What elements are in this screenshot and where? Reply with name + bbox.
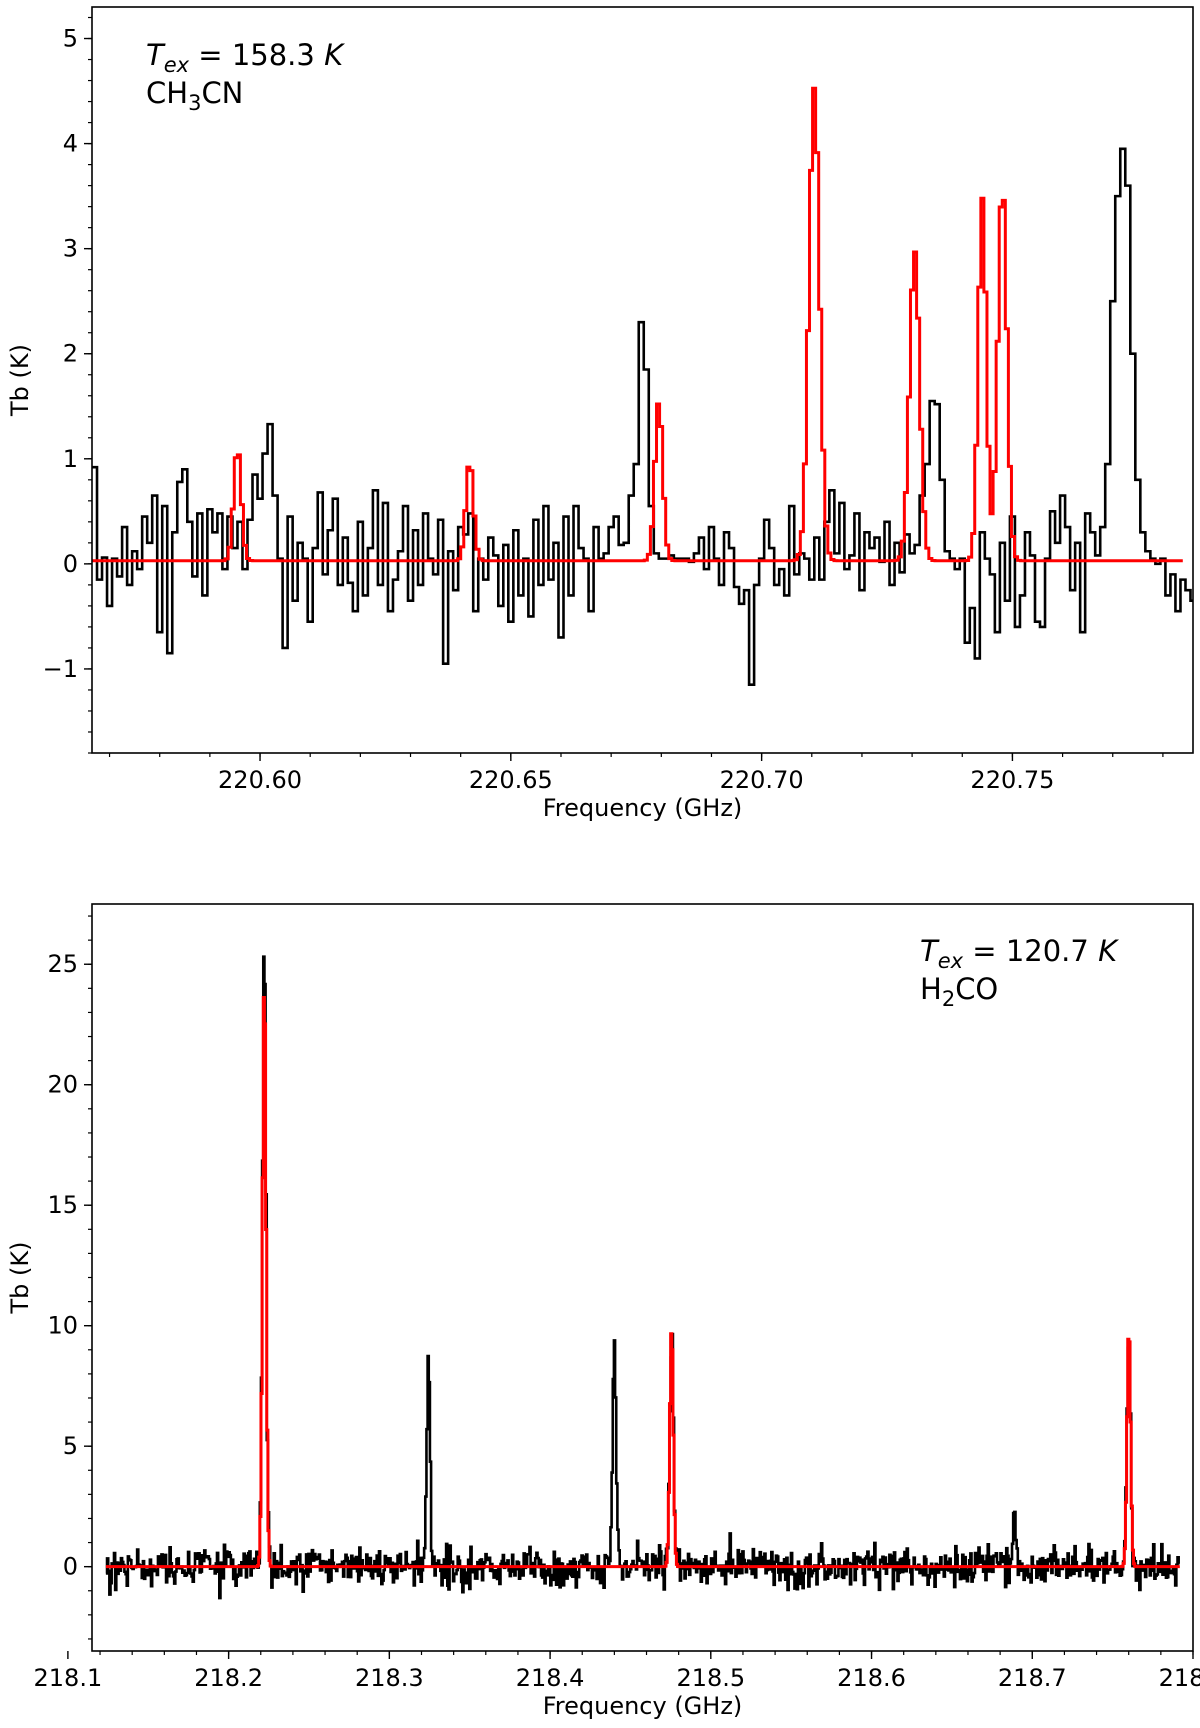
y-tick-label: 15 (47, 1191, 78, 1219)
x-tick-label: 220.60 (218, 766, 302, 794)
plot-frame (91, 6, 1194, 754)
chart-panel-bottom: 218.1 218.2 218.3 218.4 218.5 218.6 218.7 218.8… (6, 903, 1200, 1720)
observed-spectrum-line-top (92, 147, 1193, 686)
plot-frame (91, 903, 1194, 1652)
y-tick-label: 25 (47, 950, 78, 978)
x-tick-label: 218.6 (837, 1664, 906, 1692)
y-tick-label: 1 (63, 445, 78, 473)
x-tick-label: 218.2 (194, 1664, 263, 1692)
x-axis-label: Frequency (GHz) (543, 1692, 743, 1720)
x-tick-label: 218.4 (516, 1664, 585, 1692)
model-fit-line-top (92, 86, 1183, 563)
x-tick-label: 218.8 (1159, 1664, 1200, 1692)
excitation-temperature-label: Tex = 158.3 K (146, 38, 345, 77)
y-tick-label: −1 (43, 655, 78, 683)
y-tick-label: 0 (63, 550, 78, 578)
x-tick-label: 218.3 (355, 1664, 424, 1692)
y-axis-label: Tb (K) (6, 1242, 34, 1315)
molecule-label: CH3CN (146, 76, 243, 115)
y-tick-label: 2 (63, 340, 78, 368)
y-tick-label: 5 (63, 1432, 78, 1460)
chart-panel-top: 220.60 220.65 220.70 220.75 −1 0 1 2 3 4 5 Frequenc… (6, 6, 1194, 822)
y-tick-label: 5 (63, 25, 78, 53)
y-axis-label: Tb (K) (6, 344, 34, 417)
model-fit-line-bottom (105, 995, 1180, 1569)
x-tick-label: 218.7 (998, 1664, 1067, 1692)
x-tick-label: 220.65 (469, 766, 553, 794)
x-tick-label: 220.70 (720, 766, 804, 794)
y-tick-label: 20 (47, 1071, 78, 1099)
observed-spectrum-line-bottom (105, 955, 1180, 1600)
excitation-temperature-label: Tex = 120.7 K (920, 934, 1119, 973)
y-tick-label: 4 (63, 130, 78, 158)
x-tick-label: 220.75 (970, 766, 1054, 794)
x-axis-label: Frequency (GHz) (543, 794, 743, 822)
y-tick-label: 10 (47, 1312, 78, 1340)
x-tick-label: 218.1 (34, 1664, 103, 1692)
y-tick-label: 0 (63, 1553, 78, 1581)
x-tick-label: 218.5 (676, 1664, 745, 1692)
y-tick-label: 3 (63, 235, 78, 263)
molecule-label: H2CO (920, 972, 998, 1011)
